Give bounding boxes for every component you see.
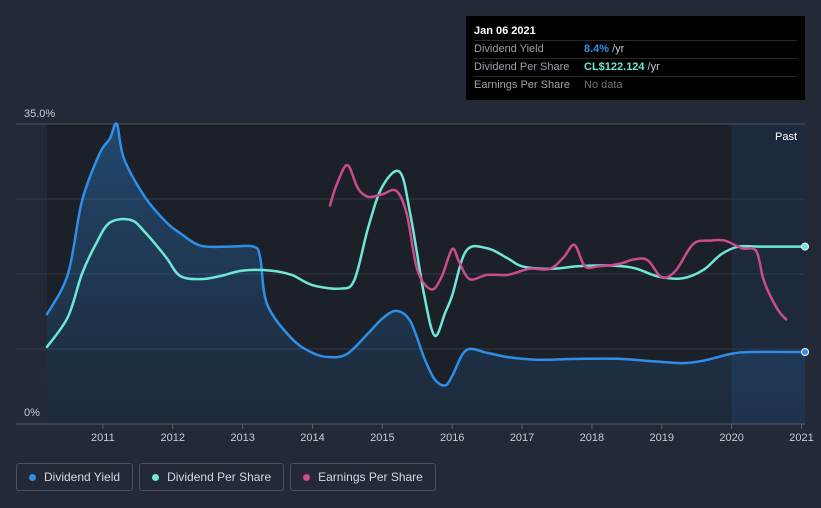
- tooltip-row-yield: Dividend Yield 8.4% /yr: [474, 40, 797, 58]
- x-tick-label: 2018: [580, 432, 604, 444]
- tooltip-unit: /yr: [647, 61, 660, 73]
- series-line-dividend-yield: [45, 122, 807, 387]
- legend-item-dividend-yield[interactable]: Dividend Yield: [16, 463, 134, 491]
- x-tick-label: 2017: [510, 432, 534, 444]
- series-end-marker-dividend-yield: [801, 348, 809, 356]
- legend-item-earnings-per-share[interactable]: Earnings Per Share: [290, 463, 436, 491]
- x-tick-label: 2019: [650, 432, 674, 444]
- x-tick-label: 2020: [719, 432, 743, 444]
- series-layer: [45, 122, 809, 425]
- tooltip-label: Dividend Per Share: [474, 61, 570, 73]
- legend-label: Dividend Yield: [44, 470, 121, 484]
- tooltip-label: Dividend Yield: [474, 43, 544, 55]
- chart-legend: Dividend Yield Dividend Per Share Earnin…: [16, 463, 436, 491]
- legend-label: Dividend Per Share: [167, 470, 272, 484]
- x-tick-label: 2012: [161, 432, 185, 444]
- tooltip-row-eps: Earnings Per Share No data: [474, 76, 797, 94]
- tooltip-label: Earnings Per Share: [474, 79, 570, 91]
- legend-dot-icon: [152, 473, 160, 481]
- x-tick-label: 2015: [370, 432, 394, 444]
- y-tick-label-min: 0%: [24, 407, 40, 419]
- tooltip-value-eps: No data: [584, 79, 623, 91]
- tooltip-unit: /yr: [612, 43, 625, 55]
- x-tick-label: 2011: [91, 432, 115, 444]
- tooltip-panel: Jan 06 2021 Dividend Yield 8.4% /yr Divi…: [466, 16, 805, 100]
- tooltip-value-dps: CL$122.124: [584, 61, 645, 73]
- x-tick-label: 2016: [440, 432, 464, 444]
- past-label: Past: [775, 131, 797, 143]
- series-area-dividend-yield: [47, 123, 805, 425]
- legend-label: Earnings Per Share: [318, 470, 423, 484]
- x-axis: 2011 2012 2013 2014 2015 2016 2017 2018 2019 2020…: [16, 423, 814, 444]
- legend-item-dividend-per-share[interactable]: Dividend Per Share: [139, 463, 285, 491]
- legend-dot-icon: [303, 473, 311, 481]
- tooltip-date: Jan 06 2021: [474, 25, 536, 37]
- tooltip-value-yield: 8.4%: [584, 43, 610, 55]
- legend-dot-icon: [29, 473, 36, 481]
- tooltip-row-dps: Dividend Per Share CL$122.124 /yr: [474, 58, 797, 76]
- x-tick-label: 2013: [230, 432, 254, 444]
- y-tick-label-max: 35.0%: [24, 108, 55, 120]
- x-tick-label: 2014: [300, 432, 324, 444]
- series-end-marker-dividend-per-share: [801, 242, 809, 251]
- series-line-dividend-per-share: [45, 169, 807, 349]
- series-line-earnings-per-share: [328, 163, 788, 321]
- x-tick-label: 2021: [789, 432, 813, 444]
